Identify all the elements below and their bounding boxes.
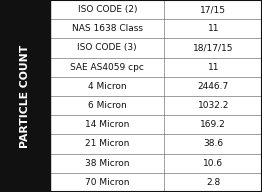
Text: 2446.7: 2446.7 <box>198 82 229 91</box>
Text: NAS 1638 Class: NAS 1638 Class <box>72 24 143 33</box>
Text: ISO CODE (2): ISO CODE (2) <box>78 5 137 14</box>
Text: 6 Micron: 6 Micron <box>88 101 127 110</box>
Text: 38 Micron: 38 Micron <box>85 159 129 168</box>
Bar <box>50 154 262 173</box>
Text: 169.2: 169.2 <box>200 120 226 129</box>
Text: 11: 11 <box>208 24 219 33</box>
Text: 2.8: 2.8 <box>206 178 220 187</box>
Text: PARTICLE COUNT: PARTICLE COUNT <box>20 44 30 148</box>
Text: 21 Micron: 21 Micron <box>85 140 129 148</box>
Bar <box>50 58 262 77</box>
Text: 18/17/15: 18/17/15 <box>193 44 233 52</box>
Text: 11: 11 <box>208 63 219 72</box>
Text: 70 Micron: 70 Micron <box>85 178 129 187</box>
Bar <box>50 96 262 115</box>
Text: 38.6: 38.6 <box>203 140 223 148</box>
Text: 14 Micron: 14 Micron <box>85 120 129 129</box>
Text: 1032.2: 1032.2 <box>198 101 229 110</box>
Text: 17/15: 17/15 <box>200 5 226 14</box>
Text: 10.6: 10.6 <box>203 159 223 168</box>
Bar <box>50 115 262 134</box>
Bar <box>50 77 262 96</box>
Bar <box>50 38 262 58</box>
Bar <box>50 19 262 38</box>
Bar <box>50 0 262 19</box>
Bar <box>50 173 262 192</box>
Bar <box>0 0 50 192</box>
Text: ISO CODE (3): ISO CODE (3) <box>78 44 137 52</box>
Text: SAE AS4059 cpc: SAE AS4059 cpc <box>70 63 144 72</box>
Text: 4 Micron: 4 Micron <box>88 82 127 91</box>
Bar <box>50 134 262 154</box>
